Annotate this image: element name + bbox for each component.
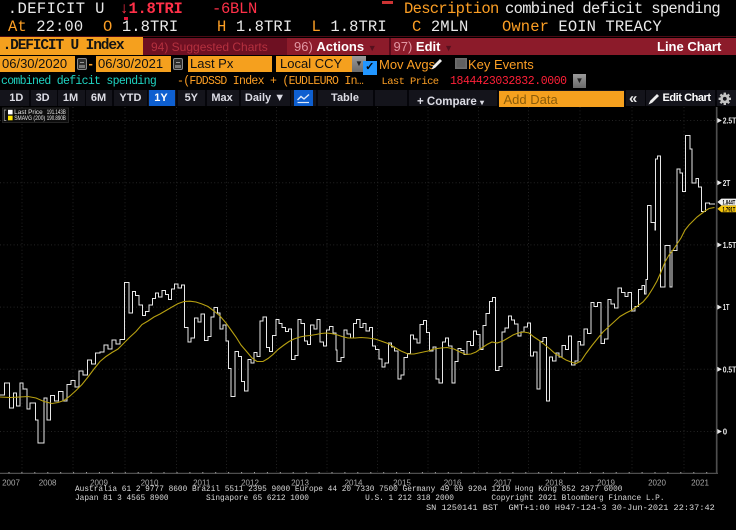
svg-text:2012: 2012	[241, 479, 259, 488]
svg-text:2.5T: 2.5T	[723, 117, 736, 126]
svg-text:2017: 2017	[494, 479, 512, 488]
svg-text:2T: 2T	[723, 179, 731, 188]
svg-text:2016: 2016	[444, 479, 462, 488]
svg-text:2021: 2021	[691, 479, 709, 488]
svg-text:2018: 2018	[545, 479, 563, 488]
svg-text:2013: 2013	[291, 479, 309, 488]
svg-text:190.890B: 190.890B	[47, 116, 66, 122]
svg-text:2014: 2014	[345, 479, 363, 488]
svg-text:1.791T: 1.791T	[723, 206, 736, 213]
svg-text:1T: 1T	[723, 303, 730, 312]
svg-text:2020: 2020	[648, 479, 666, 488]
svg-text:0.5T: 0.5T	[723, 365, 736, 374]
svg-text:0: 0	[723, 428, 728, 437]
svg-text:Last Price: Last Price	[14, 110, 43, 116]
svg-text:1.5T: 1.5T	[723, 241, 736, 250]
svg-text:2009: 2009	[90, 479, 108, 488]
svg-text:2008: 2008	[39, 479, 57, 488]
svg-text:1.844T: 1.844T	[723, 200, 736, 207]
svg-text:SMAVG (200): SMAVG (200)	[14, 116, 45, 122]
svg-text:2015: 2015	[393, 479, 411, 488]
svg-text:191.143B: 191.143B	[47, 110, 66, 116]
svg-text:2019: 2019	[597, 479, 615, 488]
svg-text:2011: 2011	[193, 479, 211, 488]
svg-text:2007: 2007	[2, 479, 20, 488]
svg-text:2010: 2010	[141, 479, 159, 488]
